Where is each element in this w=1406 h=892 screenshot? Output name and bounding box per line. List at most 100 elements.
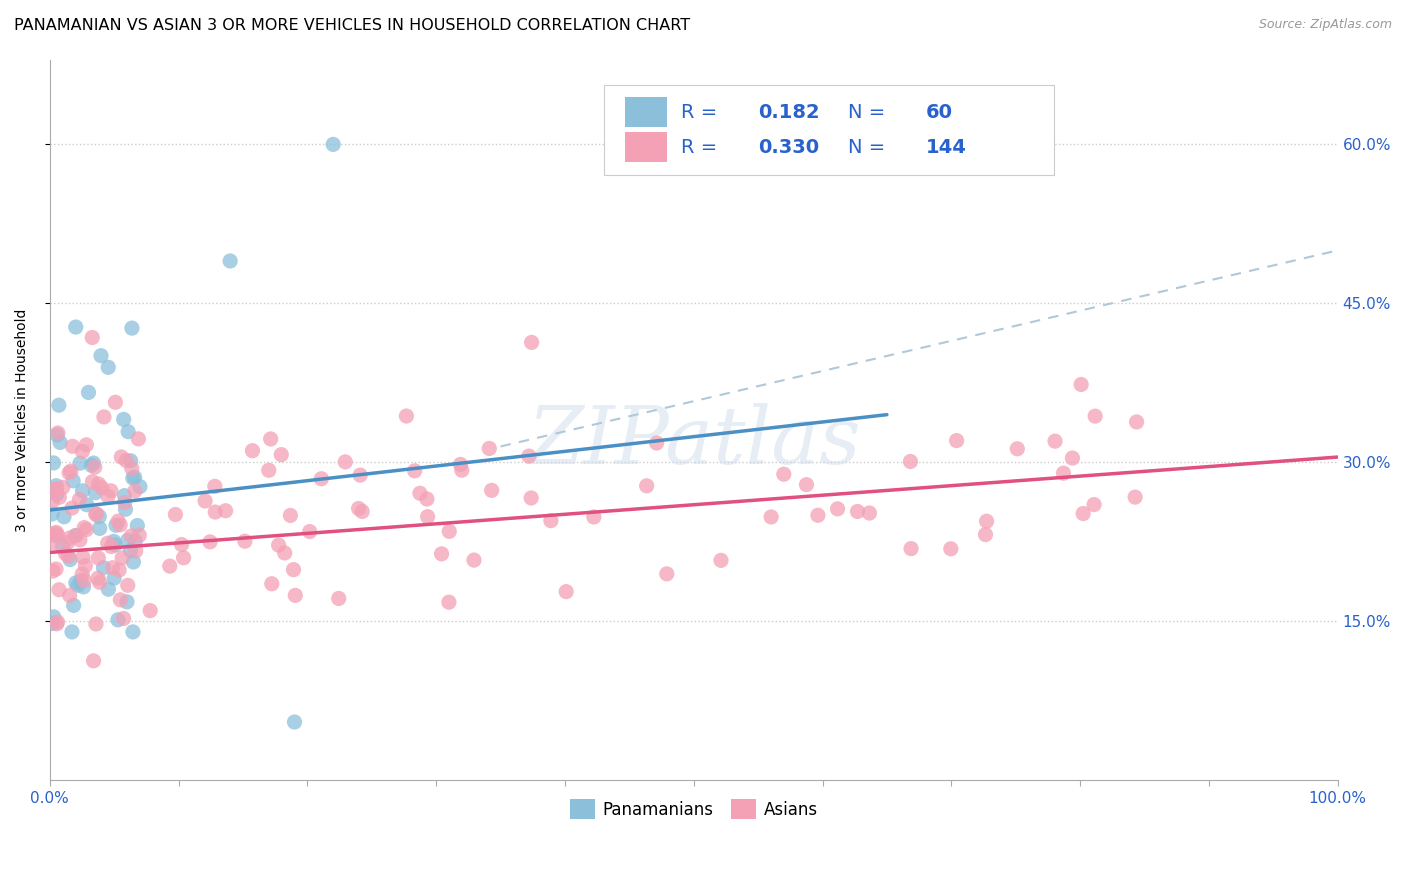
Point	[121, 461, 143, 475]
Point	[270, 448, 292, 462]
Text: 0.182: 0.182	[758, 103, 820, 121]
Point	[900, 454, 922, 468]
Point	[976, 514, 998, 528]
Point	[46, 428, 69, 442]
Point	[107, 514, 129, 528]
Point	[44, 526, 66, 541]
Point	[198, 534, 221, 549]
Point	[283, 714, 305, 729]
Point	[48, 398, 70, 412]
Point	[69, 492, 91, 507]
Point	[72, 444, 94, 458]
Point	[352, 504, 374, 518]
Point	[73, 574, 96, 588]
Point	[219, 254, 242, 268]
Point	[42, 535, 65, 549]
Point	[945, 434, 967, 448]
Point	[83, 456, 105, 470]
Point	[45, 482, 67, 496]
Point	[104, 538, 127, 552]
Point	[45, 483, 67, 497]
Point	[645, 436, 668, 450]
Text: 144: 144	[925, 138, 966, 157]
Point	[124, 533, 146, 548]
Point	[122, 555, 145, 569]
Point	[267, 538, 290, 552]
Point	[114, 495, 136, 509]
Point	[122, 624, 145, 639]
Point	[60, 624, 83, 639]
Point	[450, 458, 472, 472]
Point	[72, 580, 94, 594]
Point	[759, 510, 782, 524]
Point	[311, 472, 333, 486]
Point	[636, 479, 658, 493]
Text: Source: ZipAtlas.com: Source: ZipAtlas.com	[1258, 18, 1392, 31]
Point	[125, 544, 148, 558]
Point	[772, 467, 794, 482]
Point	[115, 595, 138, 609]
Point	[62, 474, 84, 488]
Point	[75, 438, 97, 452]
Point	[128, 480, 150, 494]
Point	[52, 540, 75, 554]
Point	[87, 571, 110, 585]
Point	[1125, 415, 1147, 429]
Point	[827, 501, 849, 516]
Point	[481, 483, 503, 498]
Point	[41, 616, 63, 631]
Point	[450, 463, 472, 477]
Point	[110, 450, 132, 464]
Point	[93, 560, 115, 574]
Point	[124, 470, 146, 484]
Point	[117, 578, 139, 592]
Point	[84, 508, 107, 522]
Point	[242, 443, 264, 458]
Point	[437, 595, 460, 609]
Point	[173, 550, 195, 565]
Point	[72, 550, 94, 565]
Point	[65, 320, 87, 334]
Point	[58, 549, 80, 563]
Point	[463, 553, 485, 567]
Point	[90, 481, 112, 495]
Point	[284, 588, 307, 602]
Point	[283, 563, 305, 577]
Text: PANAMANIAN VS ASIAN 3 OR MORE VEHICLES IN HOUSEHOLD CORRELATION CHART: PANAMANIAN VS ASIAN 3 OR MORE VEHICLES I…	[14, 18, 690, 33]
Point	[111, 550, 134, 565]
Point	[58, 466, 80, 480]
Point	[77, 385, 100, 400]
Point	[69, 533, 91, 547]
Point	[858, 506, 880, 520]
Point	[108, 517, 131, 532]
Point	[1084, 409, 1107, 424]
Point	[103, 534, 125, 549]
Point	[540, 514, 562, 528]
Point	[139, 604, 162, 618]
Point	[42, 456, 65, 470]
Point	[108, 563, 131, 577]
Point	[114, 489, 136, 503]
Point	[41, 507, 63, 521]
Point	[121, 321, 143, 335]
Point	[273, 546, 295, 560]
Point	[55, 547, 77, 561]
Point	[655, 566, 678, 581]
Point	[214, 504, 236, 518]
Point	[107, 613, 129, 627]
Point	[67, 578, 90, 592]
Point	[87, 551, 110, 566]
Point	[100, 483, 122, 498]
Point	[52, 480, 75, 494]
Point	[73, 521, 96, 535]
Point	[796, 477, 818, 491]
Point	[582, 510, 605, 524]
Point	[82, 330, 104, 344]
Point	[42, 610, 65, 624]
Point	[114, 502, 136, 516]
Point	[416, 491, 439, 506]
Point	[939, 541, 962, 556]
Point	[347, 501, 370, 516]
Point	[49, 435, 72, 450]
Text: N =: N =	[848, 103, 891, 121]
